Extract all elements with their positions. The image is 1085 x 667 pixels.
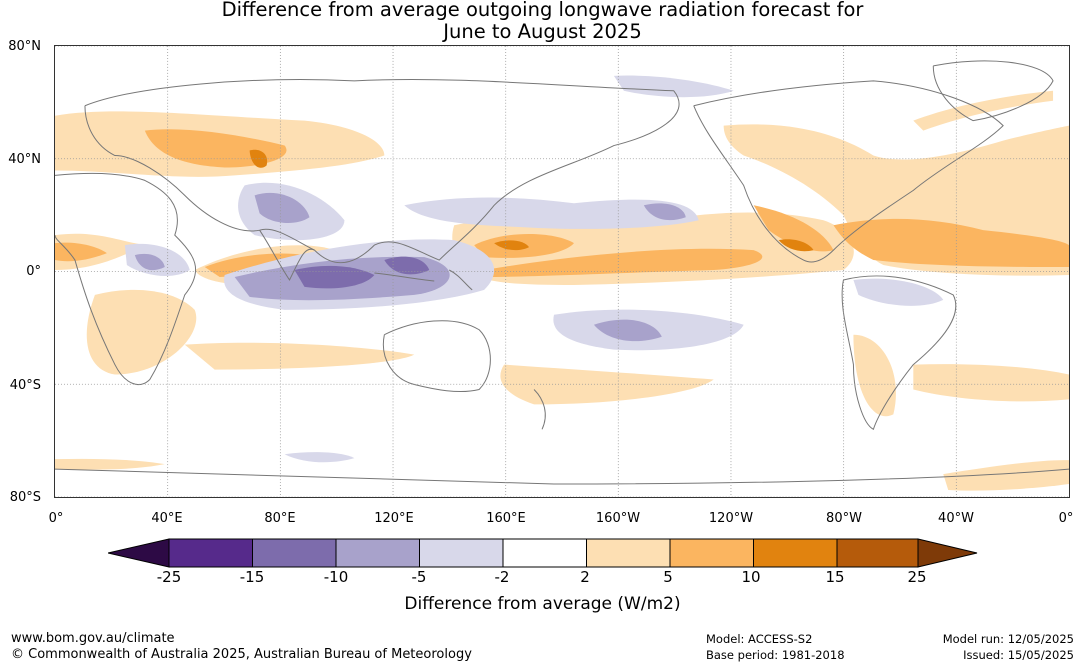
map-title-line-2: June to August 2025 [443,20,642,43]
colorbar-segment [252,538,337,568]
lon-label-0-end: 0° [1058,511,1074,526]
colorbar-tick: 2 [580,568,590,586]
coastline-eurasia [84,79,680,264]
anomaly-region [778,239,814,252]
colorbar-tick: -5 [411,568,427,586]
coastline-new-zealand [533,389,546,430]
lon-label-80w: 80°W [826,511,862,526]
anomaly-region [86,289,197,375]
anomaly-map [54,45,1070,498]
lon-label-40e: 40°E [151,511,183,526]
colorbar-tick: -25 [156,568,182,586]
anomaly-region [184,342,415,370]
colorbar-tick: 5 [663,568,673,586]
anomaly-region [853,278,944,306]
colorbar-segment [502,538,587,568]
anomaly-region [404,197,699,229]
lon-label-0: 0° [48,511,64,526]
colorbar-tick: -15 [239,568,265,586]
anomaly-region [853,334,896,417]
anomaly-region [134,253,165,271]
lat-label-40s: 40°S [9,378,41,393]
colorbar-segment [669,538,754,568]
lon-label-40w: 40°W [938,511,974,526]
colorbar-tick: 15 [825,568,845,586]
coastline-indonesia [374,269,473,291]
lat-label-40n: 40°N [8,152,41,167]
lon-label-160w: 160°W [595,511,641,526]
lon-label-120e: 120°E [374,511,414,526]
coastline-north-america [693,80,1004,263]
website-link[interactable]: www.bom.gov.au/climate [11,631,175,646]
anomaly-region [643,203,686,221]
copyright-notice: © Commonwealth of Australia 2025, Austra… [11,647,472,662]
colorbar [108,538,978,568]
colorbar-segment [168,538,253,568]
colorbar-extend-low [108,538,170,568]
lat-label-eq: 0° [26,264,41,279]
base-period: Base period: 1981-2018 [706,648,845,662]
anomaly-region [593,319,662,342]
anomaly-region [249,149,268,168]
colorbar-title: Difference from average (W/m2) [404,594,681,614]
anomaly-region [384,256,430,275]
coastline-australia [382,320,491,393]
colorbar-segment [836,538,919,568]
model-run-date: Model run: 12/05/2025 [942,632,1074,646]
colorbar-tick: -10 [323,568,349,586]
colorbar-tick: 10 [741,568,761,586]
colorbar-segment [753,538,838,568]
model-name: Model: ACCESS-S2 [706,632,813,646]
map-title-line-1: Difference from average outgoing longwav… [221,0,864,21]
anomaly-region [833,218,1069,268]
colorbar-segment [419,538,504,568]
anomaly-region [613,75,734,98]
lon-label-120w: 120°W [708,511,754,526]
negative-anomaly-regions [124,75,944,463]
anomaly-region [500,364,714,405]
anomaly-region [484,248,763,277]
lon-label-80e: 80°E [264,511,296,526]
coastline-africa [55,172,196,385]
anomaly-region [753,205,834,252]
colorbar-segment [335,538,420,568]
coastline-south-america [841,275,957,431]
colorbar-tick: -2 [494,568,510,586]
colorbar-segment [586,538,671,568]
anomaly-region [913,364,1069,402]
lat-label-80s: 80°S [9,490,41,505]
anomaly-region [943,460,1069,491]
anomaly-region [284,452,355,463]
issued-date: Issued: 15/05/2025 [963,648,1074,662]
anomaly-region [55,458,165,470]
colorbar-tick: 25 [907,568,927,586]
anomaly-region [494,240,530,251]
coastline-indian-subcontinent [259,229,315,281]
anomaly-region [254,192,310,224]
lat-label-80n: 80°N [8,39,41,54]
coastline-antarctica [55,468,1069,485]
lon-label-160e: 160°E [486,511,526,526]
anomaly-region [55,242,107,262]
graticule [55,46,1069,497]
coastline-greenland [932,60,1054,122]
colorbar-extend-high [917,538,978,568]
positive-anomaly-regions [55,90,1069,491]
